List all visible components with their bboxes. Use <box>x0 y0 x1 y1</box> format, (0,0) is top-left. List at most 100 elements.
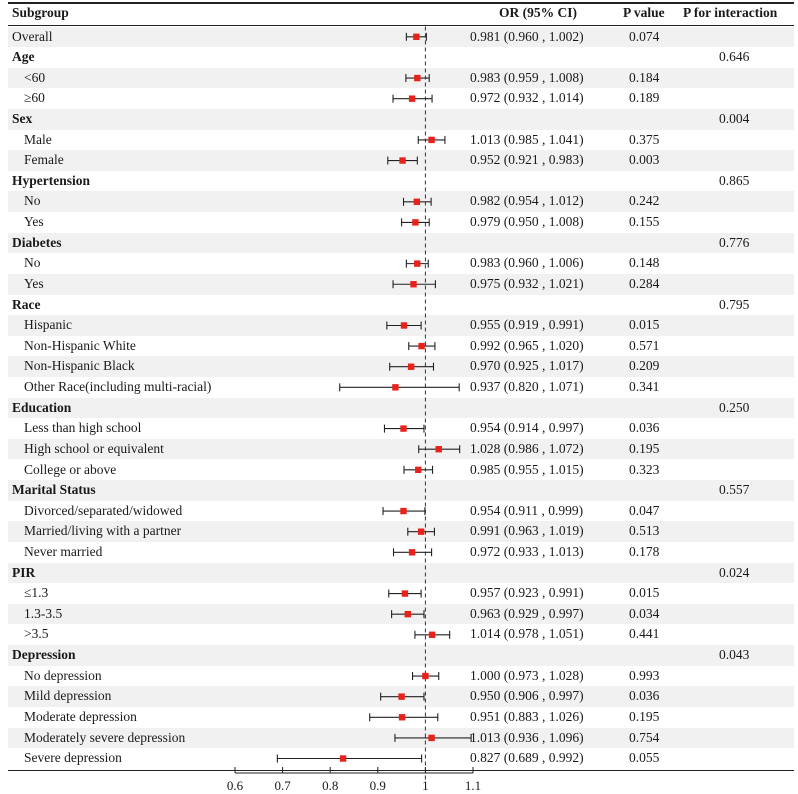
subgroup-label: Non-Hispanic Black <box>24 358 135 374</box>
or-ci-value: 0.982 (0.954 , 1.012) <box>470 193 584 209</box>
p-value: 0.034 <box>629 605 660 621</box>
group-label: Hypertension <box>12 172 91 188</box>
header-p-value: P value <box>623 5 665 20</box>
subgroup-label: >3.5 <box>24 626 49 642</box>
x-tick-label: 1 <box>422 778 429 793</box>
or-marker <box>413 198 421 205</box>
p-value: 0.055 <box>629 750 660 766</box>
row-stripe <box>8 26 794 48</box>
row-stripe <box>8 397 794 419</box>
or-marker <box>428 136 435 144</box>
p-value: 0.195 <box>629 708 660 724</box>
p-value: 0.242 <box>629 193 660 209</box>
or-marker <box>414 260 421 267</box>
bottom-rule <box>8 769 794 771</box>
subgroup-label: Moderately severe depression <box>24 729 186 745</box>
row-stripe <box>8 232 794 254</box>
subgroup-label: Male <box>24 131 52 147</box>
p-interaction-value: 0.557 <box>719 482 750 498</box>
p-value: 0.375 <box>629 131 660 147</box>
row-stripe <box>8 67 794 89</box>
or-ci-value: 0.972 (0.933 , 1.013) <box>470 544 584 559</box>
or-marker <box>404 610 411 618</box>
p-value: 0.047 <box>629 502 660 518</box>
or-ci-value: 0.991 (0.963 , 1.019) <box>470 523 584 539</box>
p-value: 0.284 <box>629 275 660 291</box>
or-ci-value: 0.970 (0.925 , 1.017) <box>470 358 584 374</box>
or-marker <box>410 281 417 288</box>
p-value: 0.323 <box>629 461 660 477</box>
or-marker <box>428 734 435 742</box>
or-marker <box>415 466 422 474</box>
subgroup-label: College or above <box>24 461 117 477</box>
subgroup-label: Non-Hispanic White <box>24 337 136 353</box>
group-label: Depression <box>12 647 76 663</box>
subgroup-label: Yes <box>24 214 44 230</box>
subgroup-label: 1.3-3.5 <box>24 605 63 621</box>
x-tick-label: 0.8 <box>322 778 338 793</box>
p-value: 0.184 <box>629 69 660 85</box>
p-value: 0.195 <box>629 440 660 456</box>
group-label: Race <box>12 296 41 312</box>
p-value: 0.513 <box>629 523 660 539</box>
or-marker <box>435 446 442 453</box>
or-ci-value: 0.827 (0.689 , 0.992) <box>470 750 584 766</box>
or-ci-value: 0.955 (0.919 , 0.991) <box>470 317 584 333</box>
p-value: 0.036 <box>629 420 660 436</box>
or-marker <box>339 755 347 762</box>
or-marker <box>412 219 419 226</box>
subgroup-label: Hispanic <box>24 317 72 333</box>
x-tick-label: 0.6 <box>227 778 244 793</box>
group-label: Sex <box>12 110 33 126</box>
or-ci-value: 0.954 (0.911 , 0.999) <box>470 502 584 518</box>
or-ci-value: 0.983 (0.960 , 1.006) <box>470 255 584 271</box>
subgroup-label: Severe depression <box>24 750 122 766</box>
p-value: 0.155 <box>629 214 660 230</box>
x-tick-label: 0.9 <box>370 778 386 793</box>
p-value: 0.209 <box>629 358 660 374</box>
or-marker <box>398 714 406 721</box>
or-ci-value: 1.013 (0.936 , 1.096) <box>470 729 584 745</box>
subgroup-label: Female <box>24 152 64 168</box>
header-subgroup: Subgroup <box>12 5 69 20</box>
or-marker <box>413 33 420 41</box>
or-ci-value: 0.975 (0.932 , 1.021) <box>470 275 584 291</box>
row-stripe <box>8 438 794 460</box>
p-value: 0.993 <box>629 667 660 683</box>
p-interaction-value: 0.024 <box>719 564 750 580</box>
or-ci-value: 0.957 (0.923 , 0.991) <box>470 585 584 601</box>
subgroup-label: ≤1.3 <box>24 585 49 601</box>
subgroup-label: No depression <box>24 667 102 683</box>
p-value: 0.178 <box>629 544 660 559</box>
or-ci-value: 0.952 (0.921 , 0.983) <box>470 152 584 168</box>
group-label: PIR <box>12 564 36 580</box>
row-stripe <box>8 480 794 501</box>
subgroup-label: Other Race(including multi-racial) <box>24 379 212 395</box>
header-p-interaction: P for interaction <box>683 5 778 20</box>
or-ci-value: 0.972 (0.932 , 1.014) <box>470 90 584 106</box>
subgroup-label: Never married <box>24 544 103 559</box>
or-ci-value: 0.992 (0.965 , 1.020) <box>470 337 584 353</box>
p-value: 0.074 <box>629 28 660 44</box>
header-rule <box>8 25 794 26</box>
x-tick-label: 0.7 <box>274 778 291 793</box>
subgroup-label: ≥60 <box>24 90 45 106</box>
or-ci-value: 0.951 (0.883 , 1.026) <box>470 708 584 724</box>
or-ci-value: 0.963 (0.929 , 0.997) <box>470 605 584 621</box>
or-marker <box>407 363 415 370</box>
p-value: 0.015 <box>629 317 660 333</box>
or-marker <box>417 528 425 535</box>
p-interaction-value: 0.646 <box>719 49 750 65</box>
subgroup-label: Moderate depression <box>24 708 137 724</box>
p-value: 0.189 <box>629 90 660 106</box>
p-value: 0.571 <box>629 337 660 353</box>
subgroup-label: No <box>24 255 41 271</box>
subgroup-label: Less than high school <box>24 420 142 436</box>
subgroup-label: <60 <box>24 69 46 85</box>
subgroup-label: No <box>24 193 41 209</box>
subgroup-label: Overall <box>12 28 53 44</box>
p-interaction-value: 0.776 <box>719 234 750 250</box>
or-marker <box>399 157 406 164</box>
or-marker <box>400 322 408 329</box>
